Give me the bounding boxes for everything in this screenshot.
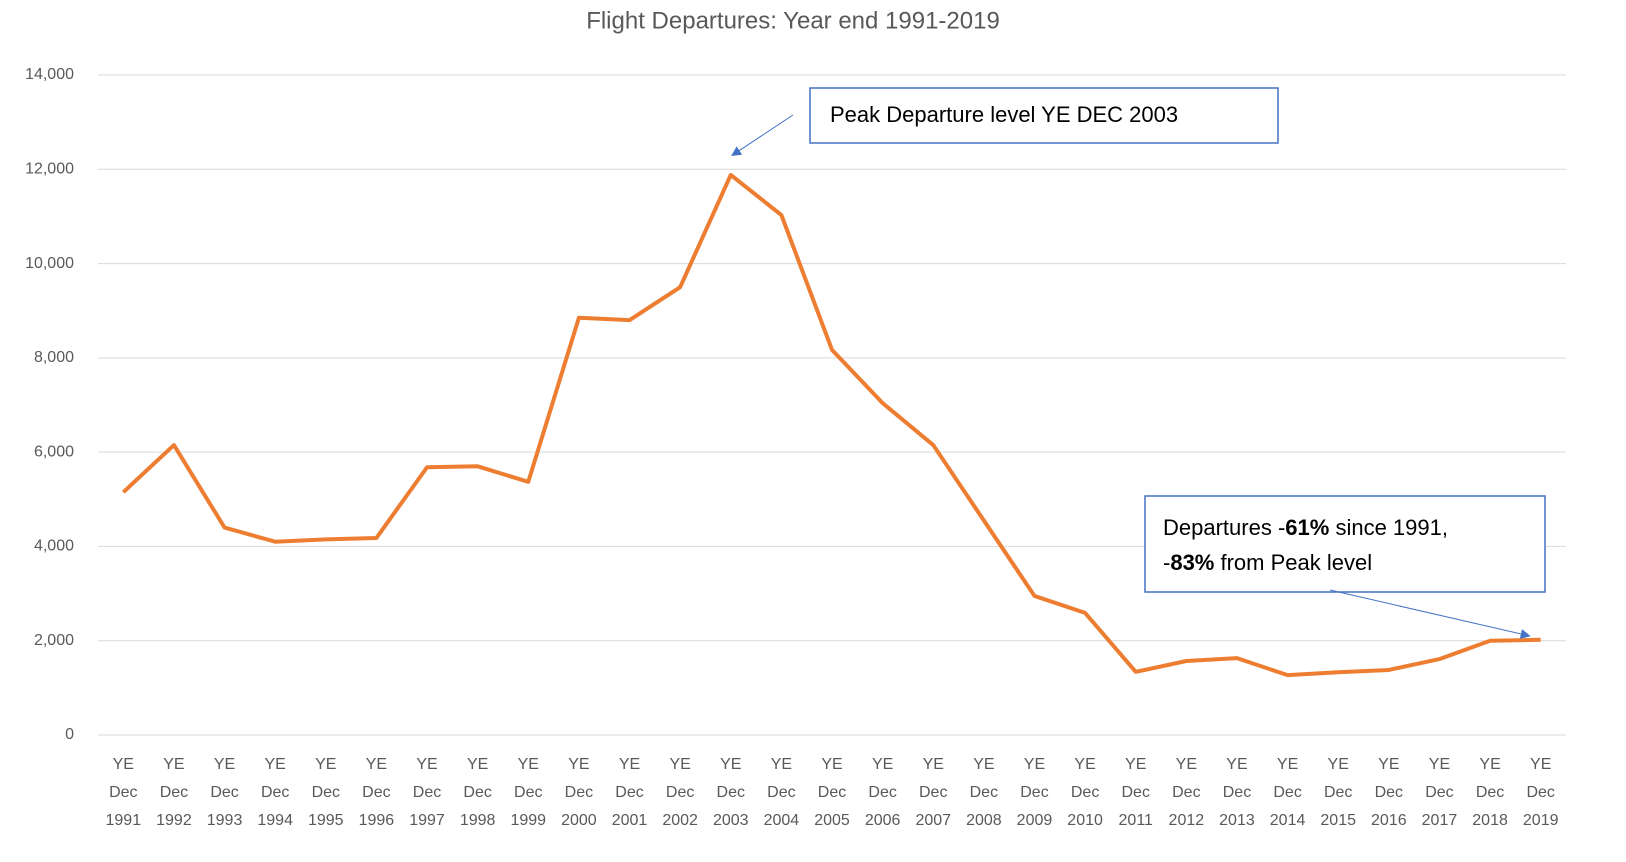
x-tick-label: YE Dec 1998 xyxy=(460,756,496,829)
x-tick-label: YE Dec 2010 xyxy=(1067,756,1103,829)
y-tick-label: 14,000 xyxy=(25,66,74,83)
annotation-segment: from Peak level xyxy=(1214,550,1372,575)
line-series xyxy=(121,172,1541,678)
annotation-arrow xyxy=(1329,589,1531,639)
x-tick-label: YE Dec 1996 xyxy=(359,756,395,829)
x-tick-label: YE Dec 1997 xyxy=(409,756,445,829)
annotation-box xyxy=(1144,495,1546,593)
annotation-text: Peak Departure level YE DEC 2003 xyxy=(830,102,1178,127)
x-tick-label: YE Dec 1991 xyxy=(106,756,142,829)
annotation-segment: Departures - xyxy=(1163,515,1285,540)
x-tick-label: YE Dec 2012 xyxy=(1169,756,1205,829)
y-tick-label: 2,000 xyxy=(34,632,74,649)
annotation-segment: - xyxy=(1163,550,1170,575)
chart-title: Flight Departures: Year end 1991-2019 xyxy=(586,7,1000,34)
annotation-text: -83% from Peak level xyxy=(1163,550,1372,575)
x-tick-label: YE Dec 2002 xyxy=(662,756,698,829)
annotation-segment: since 1991, xyxy=(1329,515,1448,540)
annotation-segment: 61% xyxy=(1285,515,1329,540)
x-tick-label: YE Dec 1995 xyxy=(308,756,344,829)
x-tick-label: YE Dec 1993 xyxy=(207,756,243,829)
annotation-segment: Peak Departure level YE DEC 2003 xyxy=(830,102,1178,127)
annotation-segment: 83% xyxy=(1170,550,1214,575)
annotation-arrow xyxy=(731,114,794,157)
y-tick-label: 10,000 xyxy=(25,255,74,272)
annotation-box xyxy=(809,87,1279,144)
x-tick-label: YE Dec 2003 xyxy=(713,756,749,829)
x-tick-label: YE Dec 2016 xyxy=(1371,756,1407,829)
x-tick-label: YE Dec 1999 xyxy=(510,756,546,829)
x-tick-label: YE Dec 2001 xyxy=(612,756,648,829)
y-tick-label: 8,000 xyxy=(34,349,74,366)
x-tick-label: YE Dec 1994 xyxy=(257,756,293,829)
x-tick-label: YE Dec 2000 xyxy=(561,756,597,829)
x-tick-label: YE Dec 1992 xyxy=(156,756,192,829)
x-tick-label: YE Dec 2007 xyxy=(915,756,951,829)
x-tick-label: YE Dec 2013 xyxy=(1219,756,1255,829)
y-tick-label: 0 xyxy=(65,726,74,743)
y-tick-label: 4,000 xyxy=(34,538,74,555)
x-tick-label: YE Dec 2015 xyxy=(1320,756,1356,829)
y-tick-label: 12,000 xyxy=(25,161,74,178)
x-tick-label: YE Dec 2005 xyxy=(814,756,850,829)
y-tick-label: 6,000 xyxy=(34,443,74,460)
x-tick-label: YE Dec 2009 xyxy=(1017,756,1053,829)
x-tick-label: YE Dec 2014 xyxy=(1270,756,1306,829)
x-tick-label: YE Dec 2004 xyxy=(764,756,800,829)
x-tick-label: YE Dec 2018 xyxy=(1472,756,1508,829)
x-tick-label: YE Dec 2011 xyxy=(1119,756,1154,829)
x-tick-label: YE Dec 2006 xyxy=(865,756,901,829)
x-tick-label: YE Dec 2019 xyxy=(1523,756,1559,829)
x-tick-label: YE Dec 2008 xyxy=(966,756,1002,829)
annotation-text: Departures -61% since 1991, xyxy=(1163,515,1448,540)
x-tick-label: YE Dec 2017 xyxy=(1422,756,1458,829)
